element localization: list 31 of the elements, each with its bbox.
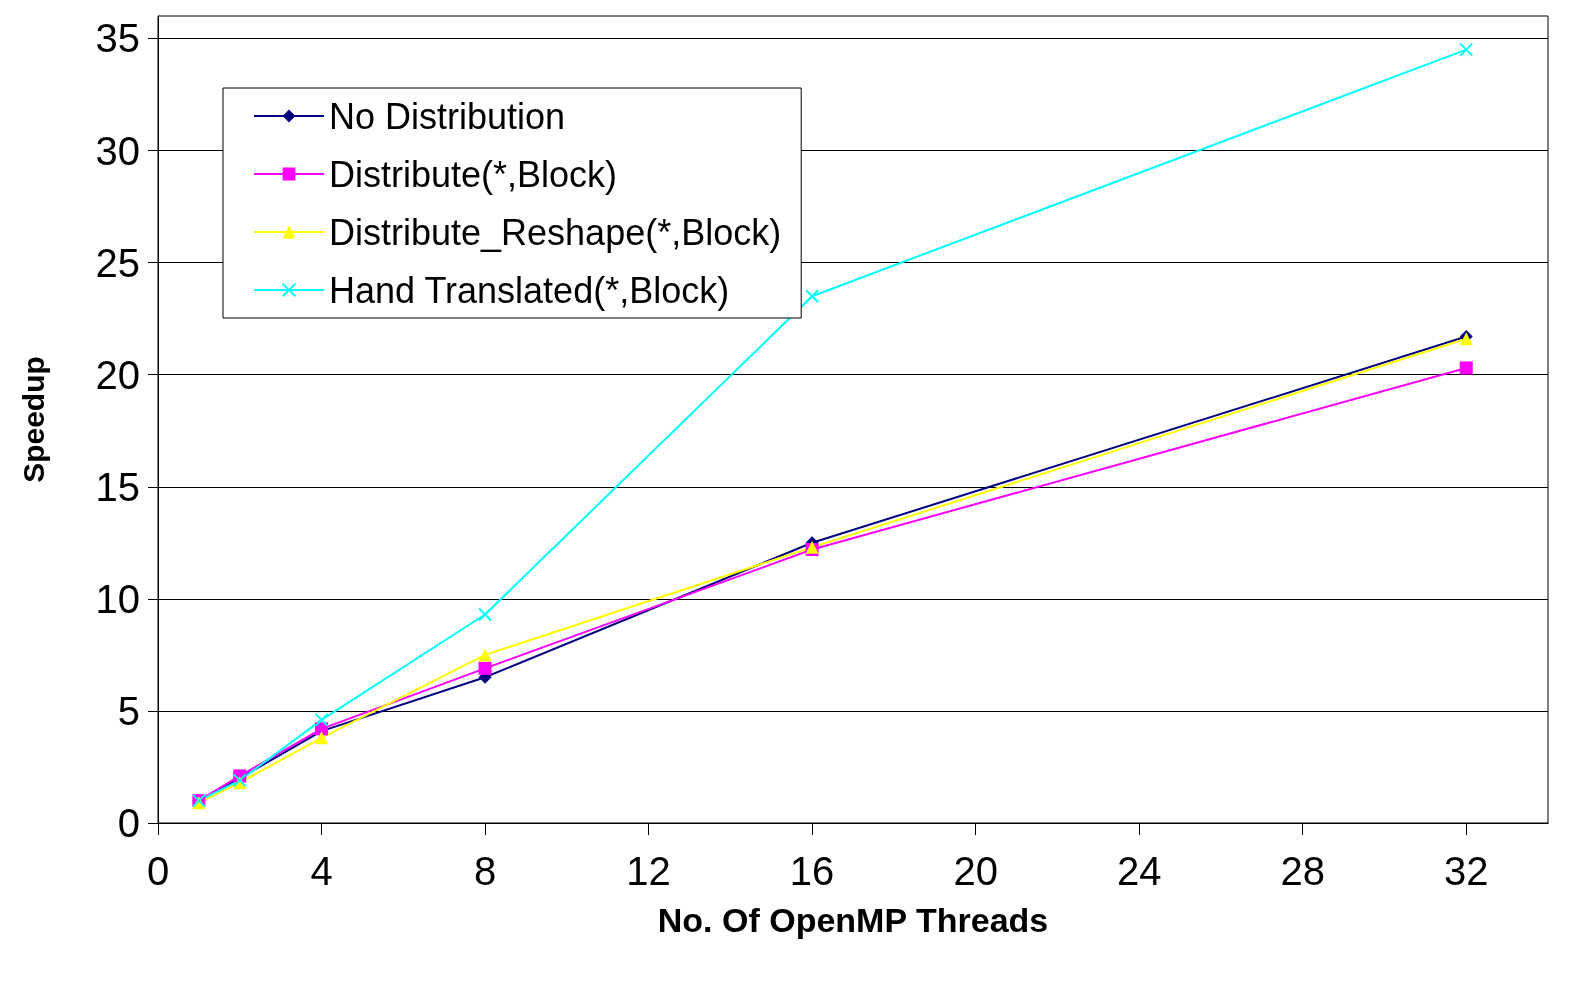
x-tick-label: 0 xyxy=(146,849,170,893)
y-tick-label: 20 xyxy=(95,352,140,397)
x-tick-label: 20 xyxy=(953,849,998,893)
x-tick-label: 24 xyxy=(1116,849,1162,893)
y-tick-label: 15 xyxy=(95,464,140,509)
y-tick-label: 25 xyxy=(95,240,140,285)
x-tick-label: 16 xyxy=(789,849,835,893)
y-tick-label: 35 xyxy=(95,16,140,61)
point xyxy=(1459,42,1474,57)
point xyxy=(1459,361,1473,375)
y-tick-label: 0 xyxy=(117,801,140,845)
point xyxy=(315,731,329,745)
y-tick-label: 10 xyxy=(95,576,140,621)
point xyxy=(314,712,329,727)
point xyxy=(805,289,820,304)
x-tick-label: 4 xyxy=(310,849,333,893)
legend-label: No Distribution xyxy=(329,95,566,137)
point xyxy=(478,648,492,662)
y-tick-label: 30 xyxy=(95,128,140,173)
legend-label: Hand Translated(*,Block) xyxy=(329,269,730,311)
point xyxy=(478,661,492,675)
x-tick-label: 12 xyxy=(626,849,671,893)
x-tick-label: 32 xyxy=(1443,849,1489,893)
x-axis-title: No. Of OpenMP Threads xyxy=(657,901,1049,939)
y-tick-label: 5 xyxy=(117,688,140,733)
y-axis-title: Speedup xyxy=(16,356,50,483)
point xyxy=(478,607,493,622)
legend-label: Distribute(*,Block) xyxy=(329,153,618,195)
legend-label: Distribute_Reshape(*,Block) xyxy=(329,211,782,253)
x-tick-label: 8 xyxy=(473,849,497,893)
x-tick-label: 28 xyxy=(1280,849,1325,893)
